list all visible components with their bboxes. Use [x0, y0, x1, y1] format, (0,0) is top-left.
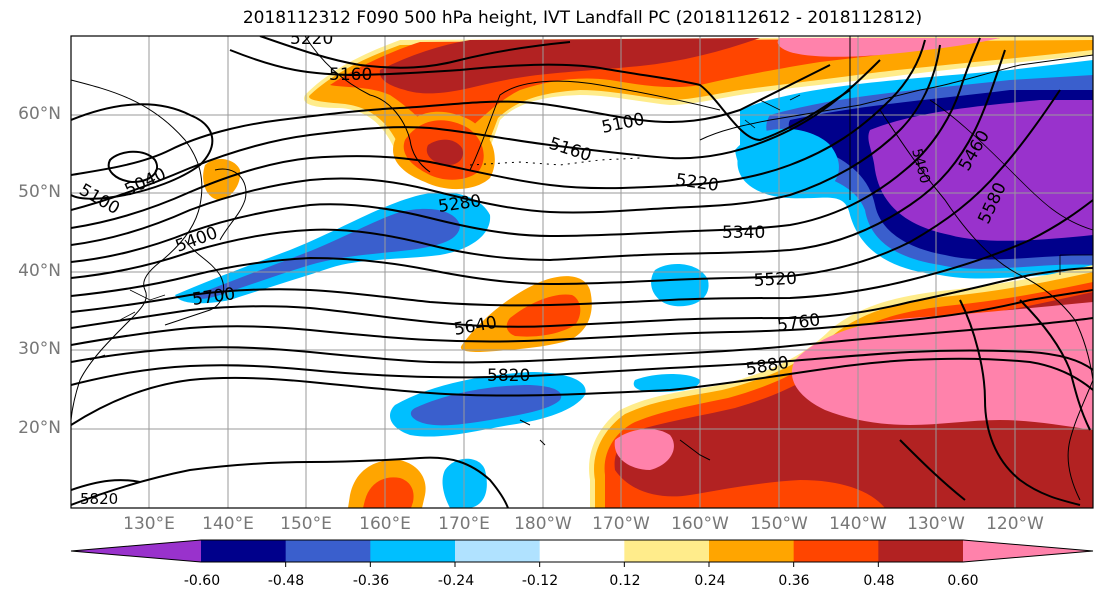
lat-label-30n: 30°N [18, 339, 61, 359]
contour-label: 5160 [329, 65, 372, 85]
lon-label-130e: 130°E [123, 514, 175, 534]
neg-blob-south [442, 458, 487, 508]
neg-blob-hawaii-n [633, 374, 700, 392]
lon-label-150e: 150°E [280, 514, 332, 534]
colorbar [70, 539, 1094, 567]
colorbar-tick-label: 0.36 [778, 573, 810, 589]
pos-southwest-red [363, 477, 414, 508]
colorbar-swatch [285, 540, 371, 562]
colorbar-extend-min [71, 540, 201, 562]
lat-label-20n: 20°N [18, 418, 61, 438]
colorbar-tick-label: -0.24 [437, 573, 475, 589]
colorbar-swatch [709, 540, 795, 562]
contour-label: 5520 [753, 269, 797, 291]
lon-label-130w: 130°W [907, 514, 965, 534]
neg-region-strong [868, 100, 1093, 241]
height-contours [71, 36, 1093, 508]
lat-label-50n: 50°N [18, 182, 61, 202]
coastlines [71, 36, 1093, 501]
colorbar-tick-label: -0.36 [352, 573, 390, 589]
pos-southeast-pink [791, 302, 1093, 430]
contour-label: 5220 [290, 29, 333, 49]
colorbar-extend-max [963, 540, 1093, 562]
colorbar-outline [70, 539, 1094, 563]
colorbar-swatch [793, 540, 879, 562]
colorbar-tick-label: 0.12 [609, 573, 641, 589]
colorbar-tick-label: 0.48 [863, 573, 895, 589]
pos-blob-hawaii-pink [614, 428, 674, 470]
contour-label: 5820 [487, 366, 530, 386]
map-title: 2018112312 F090 500 hPa height, IVT Land… [242, 8, 923, 28]
pos-north-pink [777, 38, 1000, 57]
lon-label-160e: 160°E [359, 514, 411, 534]
contour-label: 5340 [722, 223, 765, 243]
colorbar-swatch [370, 540, 456, 562]
lon-label-170w: 170°W [592, 514, 650, 534]
colorbar-tick-label: -0.12 [521, 573, 559, 589]
lon-label-180w: 180°W [514, 514, 572, 534]
colorbar-swatch [624, 540, 710, 562]
lon-label-150w: 150°W [750, 514, 808, 534]
neg-blob-center [651, 264, 709, 307]
colorbar-tick-label: -0.48 [267, 573, 305, 589]
lon-label-120w: 120°W [986, 514, 1044, 534]
neg-blob-bering [735, 128, 839, 199]
lon-label-160w: 160°W [671, 514, 729, 534]
colorbar-tick-label: 0.60 [947, 573, 979, 589]
lat-label-40n: 40°N [18, 261, 61, 281]
contour-label: 5820 [80, 490, 118, 508]
colorbar-swatch [455, 540, 541, 562]
ivt-shading: 5220 5160 5100 5040 5100 5160 5220 5280 … [71, 29, 1093, 508]
neg-band-west-mid [195, 208, 460, 299]
lon-label-170e: 170°E [438, 514, 490, 534]
colorbar-swatch [201, 540, 287, 562]
lon-label-140e: 140°E [202, 514, 254, 534]
colorbar-tick-label: -0.60 [183, 573, 221, 589]
map-frame [70, 35, 1094, 509]
colorbar-swatch [878, 540, 964, 562]
colorbar-tick-label: 0.24 [694, 573, 726, 589]
colorbar-swatch [539, 540, 625, 562]
lat-label-60n: 60°N [18, 104, 61, 124]
pos-kamchatka-dark [426, 139, 464, 166]
lon-label-140w: 140°W [829, 514, 887, 534]
